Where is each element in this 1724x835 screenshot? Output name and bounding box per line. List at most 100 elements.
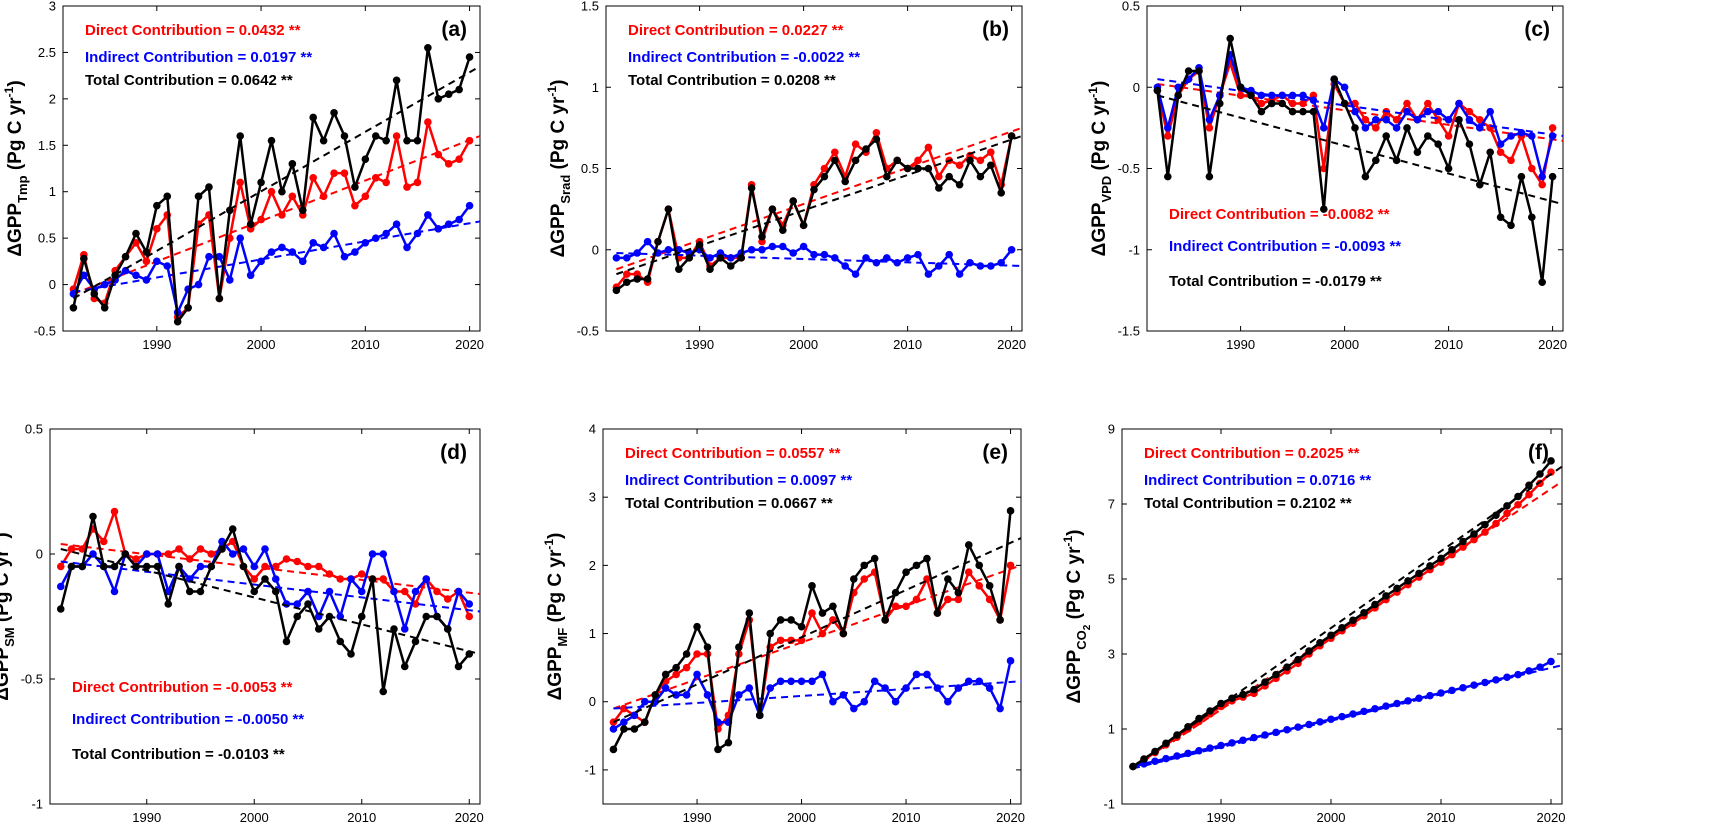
direct-point (987, 148, 995, 157)
indirect-point (400, 625, 409, 633)
indirect-point (1536, 663, 1544, 671)
direct-point (976, 156, 985, 165)
total-point (132, 229, 140, 238)
y-tick-label: 1 (1108, 722, 1115, 737)
indirect-point (862, 254, 870, 262)
total-point (309, 113, 318, 122)
indirect-point (944, 697, 952, 706)
y-tick-label: 9 (1108, 422, 1115, 437)
direct-point (1392, 115, 1401, 124)
total-point (954, 588, 963, 597)
total-point (261, 575, 269, 583)
total-point (1349, 616, 1357, 625)
total-point (944, 575, 952, 583)
indirect-point (768, 242, 777, 251)
total-point (789, 197, 797, 205)
total-point (716, 254, 725, 262)
indirect-point (902, 684, 910, 692)
total-point (996, 616, 1004, 624)
indirect-trend-line (73, 220, 481, 293)
indirect-point (966, 258, 974, 267)
total-point (185, 587, 194, 596)
direct-point (1476, 115, 1484, 124)
indirect-point (411, 587, 420, 596)
direct-point (314, 562, 323, 571)
indirect-point (1320, 124, 1328, 132)
indirect-point (1338, 712, 1346, 721)
y-tick-label: 1 (589, 626, 596, 641)
indirect-point (766, 684, 774, 692)
indirect-point (304, 587, 312, 596)
total-contribution-label: Total Contribution = -0.0103 ** (72, 746, 285, 763)
total-point (1272, 670, 1280, 679)
total-point (1340, 99, 1349, 108)
panel-label: (e) (982, 441, 1008, 464)
y-tick-label: -0.5 (34, 324, 56, 339)
indirect-point (1340, 83, 1349, 92)
indirect-point (955, 270, 964, 278)
total-point (714, 745, 722, 754)
direct-point (110, 507, 119, 516)
total-point (779, 226, 787, 235)
indirect-point (985, 684, 994, 692)
total-point (99, 562, 108, 571)
total-point (444, 90, 453, 99)
total-point (623, 278, 631, 287)
total-trend-line (613, 537, 1022, 724)
direct-point (693, 650, 701, 658)
total-point (67, 562, 76, 571)
indirect-point (351, 248, 359, 256)
x-tick-label: 2000 (240, 810, 269, 825)
direct-contribution-label: Direct Contribution = 0.0557 ** (625, 445, 841, 462)
indirect-point (422, 575, 431, 583)
total-point (1404, 577, 1412, 585)
axes-box (49, 428, 481, 805)
indirect-point (881, 684, 889, 692)
total-point (1459, 537, 1467, 546)
direct-point (1496, 148, 1505, 157)
total-point (411, 637, 420, 646)
total-point (132, 562, 140, 571)
total-point (194, 192, 203, 201)
x-tick-label: 2020 (996, 810, 1025, 825)
x-tick-label: 1990 (142, 337, 171, 352)
direct-point (985, 595, 994, 604)
total-point (695, 241, 704, 249)
total-point (371, 132, 380, 140)
indirect-point (1517, 128, 1526, 137)
direct-point (56, 562, 65, 571)
x-tick-label: 2000 (1330, 337, 1359, 352)
indirect-point (797, 677, 806, 686)
total-point (293, 612, 302, 621)
indirect-point (1503, 673, 1511, 682)
indirect-point (1448, 686, 1456, 695)
direct-point (403, 183, 411, 191)
total-point (776, 616, 785, 624)
direct-point (351, 201, 359, 210)
total-point (735, 643, 743, 651)
indirect-point (1455, 99, 1463, 108)
indirect-point (1459, 683, 1467, 692)
total-point (1261, 678, 1269, 686)
direct-point (304, 562, 312, 571)
direct-point (1006, 561, 1015, 570)
indirect-point (996, 704, 1004, 713)
indirect-point (1184, 749, 1192, 758)
y-tick-label: 0.5 (581, 161, 599, 176)
direct-point (955, 161, 964, 170)
direct-point (413, 178, 422, 187)
total-point (1268, 99, 1276, 108)
total-point (1528, 213, 1536, 222)
direct-point (1361, 115, 1370, 124)
direct-point (444, 160, 453, 168)
total-point (641, 718, 649, 726)
direct-contribution-label: Direct Contribution = -0.0082 ** (1169, 206, 1390, 223)
total-point (1288, 107, 1297, 116)
indirect-point (923, 670, 931, 679)
indirect-point (1413, 115, 1422, 124)
direct-point (278, 211, 286, 219)
total-point (1316, 638, 1324, 647)
indirect-point (964, 677, 973, 686)
direct-point (1528, 164, 1536, 173)
direct-point (944, 595, 952, 604)
